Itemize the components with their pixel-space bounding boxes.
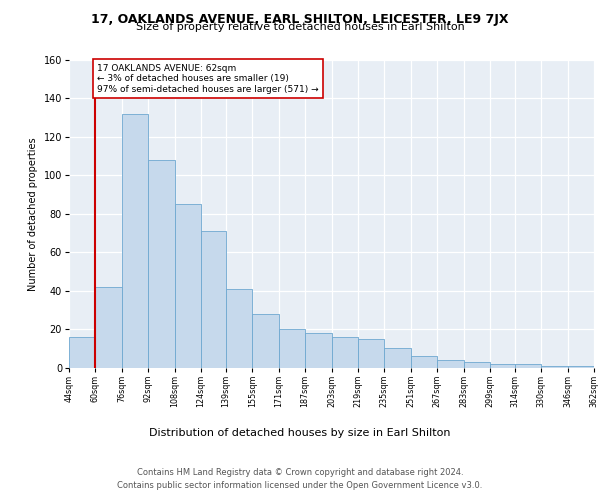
Text: Contains public sector information licensed under the Open Government Licence v3: Contains public sector information licen… — [118, 480, 482, 490]
Bar — [490, 364, 515, 368]
Text: Size of property relative to detached houses in Earl Shilton: Size of property relative to detached ho… — [136, 22, 464, 32]
Bar — [69, 337, 95, 368]
Bar — [515, 364, 541, 368]
Bar — [175, 204, 201, 368]
Text: 17, OAKLANDS AVENUE, EARL SHILTON, LEICESTER, LE9 7JX: 17, OAKLANDS AVENUE, EARL SHILTON, LEICE… — [91, 12, 509, 26]
Text: 17 OAKLANDS AVENUE: 62sqm
← 3% of detached houses are smaller (19)
97% of semi-d: 17 OAKLANDS AVENUE: 62sqm ← 3% of detach… — [97, 64, 319, 94]
Bar — [385, 348, 411, 368]
Bar — [201, 231, 226, 368]
Bar — [278, 329, 305, 368]
Text: Distribution of detached houses by size in Earl Shilton: Distribution of detached houses by size … — [149, 428, 451, 438]
Bar — [464, 362, 490, 368]
Bar — [148, 160, 175, 368]
Bar — [226, 288, 252, 368]
Bar — [541, 366, 568, 368]
Bar — [437, 360, 464, 368]
Y-axis label: Number of detached properties: Number of detached properties — [28, 137, 38, 290]
Bar — [358, 338, 385, 368]
Bar — [95, 287, 122, 368]
Bar — [252, 314, 278, 368]
Bar — [411, 356, 437, 368]
Bar — [305, 333, 332, 368]
Bar — [568, 366, 594, 368]
Bar — [122, 114, 148, 368]
Bar — [332, 337, 358, 368]
Text: Contains HM Land Registry data © Crown copyright and database right 2024.: Contains HM Land Registry data © Crown c… — [137, 468, 463, 477]
